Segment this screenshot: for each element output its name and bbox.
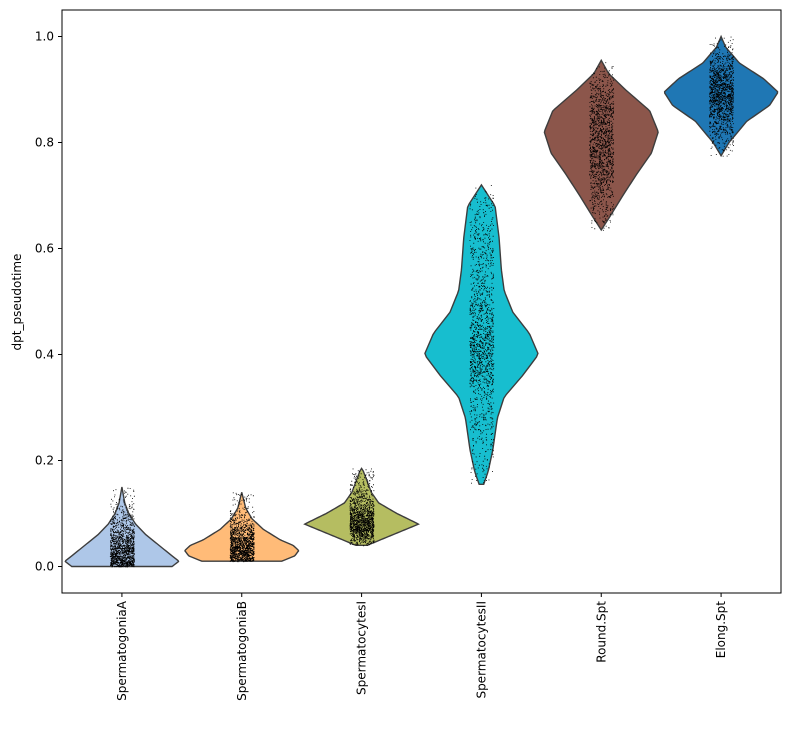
x-tick-label: SpermatocytesI (355, 601, 369, 695)
strip-points-layer (109, 36, 734, 568)
x-tick-label: Elong.Spt (714, 601, 728, 659)
x-tick-label: SpermatogoniaA (115, 600, 129, 701)
strip-points-Round.Spt (589, 62, 615, 231)
y-axis-label: dpt_pseudotime (10, 254, 24, 351)
plot-frame (61, 9, 782, 594)
strip-points-SpermatogoniaA (109, 487, 135, 568)
x-axis: SpermatogoniaA SpermatogoniaB Spermatocyte… (115, 593, 728, 701)
y-tick-label: 0.4 (35, 348, 54, 362)
strip-points-SpermatocytesI (349, 468, 375, 547)
x-tick-label: Round.Spt (594, 601, 608, 663)
y-tick-label: 0.6 (35, 242, 54, 256)
strip-points-SpermatocytesII (469, 185, 495, 484)
strip-points-SpermatogoniaB (229, 492, 255, 563)
x-tick-label: SpermatocytesII (474, 601, 488, 699)
strip-points-Elong.Spt (709, 36, 734, 157)
y-tick-label: 0.2 (35, 454, 54, 468)
y-tick-label: 0.0 (35, 560, 54, 574)
y-axis: 0.0 0.2 0.4 0.6 0.8 1.0 (35, 30, 62, 574)
violin-SpermatocytesI (303, 467, 420, 546)
y-tick-label: 1.0 (35, 30, 54, 44)
violin-layer (64, 34, 779, 568)
x-tick-label: SpermatogoniaB (235, 601, 249, 701)
violin-SpermatogoniaA (64, 486, 180, 568)
y-tick-label: 0.8 (35, 136, 54, 150)
